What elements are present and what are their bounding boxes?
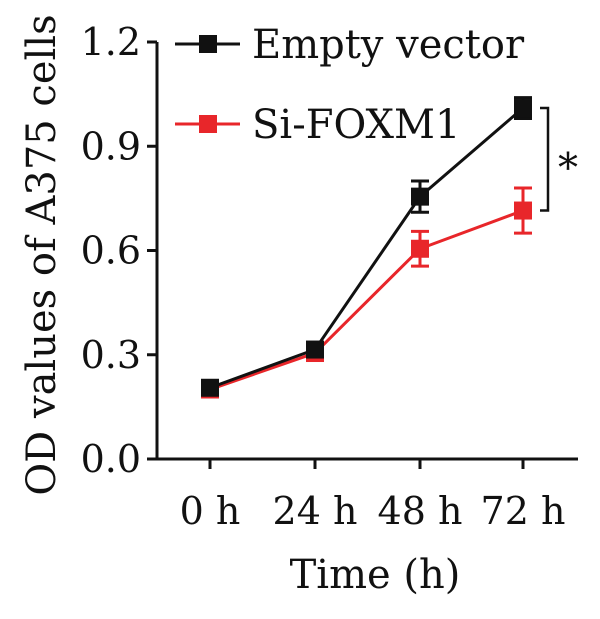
series-line	[209, 209, 524, 391]
series-si-foxm1	[201, 186, 532, 399]
x-tick-label: 24 h	[273, 489, 358, 533]
data-point	[411, 187, 429, 206]
x-tick-label: 72 h	[481, 489, 566, 533]
y-axis-title: OD values of A375 cells	[19, 14, 65, 495]
significance-star: *	[558, 145, 578, 191]
legend-item: Si-FOXM1	[175, 102, 460, 148]
legend-label: Si-FOXM1	[252, 102, 460, 148]
significance-bracket	[540, 106, 550, 212]
y-tick-label: 0.9	[81, 124, 141, 168]
y-tick-label: 1.2	[81, 20, 141, 64]
legend-item: Empty vector	[175, 22, 525, 68]
significance-annotation: *	[540, 106, 578, 212]
x-axis-title: Time (h)	[290, 552, 461, 598]
legend: Empty vector Si-FOXM1	[175, 22, 525, 148]
series-layer	[201, 96, 532, 399]
data-point	[306, 340, 324, 359]
data-point	[411, 239, 429, 258]
y-tick-label: 0.3	[81, 333, 141, 377]
x-tick-label: 0 h	[180, 489, 241, 533]
data-point	[514, 99, 532, 118]
y-tick-label: 0.6	[81, 229, 141, 273]
axes: 0.0 0.3 0.6 0.9 1.2 0 h 24 h 48 h 72 h	[81, 20, 578, 533]
series-empty-vector	[201, 96, 532, 397]
data-point	[201, 378, 219, 397]
legend-marker	[199, 115, 217, 133]
data-point	[514, 201, 532, 220]
y-tick-label: 0.0	[81, 437, 141, 481]
series-line	[209, 106, 524, 390]
legend-label: Empty vector	[252, 22, 525, 68]
x-tick-label: 48 h	[378, 489, 463, 533]
legend-marker	[199, 35, 217, 53]
